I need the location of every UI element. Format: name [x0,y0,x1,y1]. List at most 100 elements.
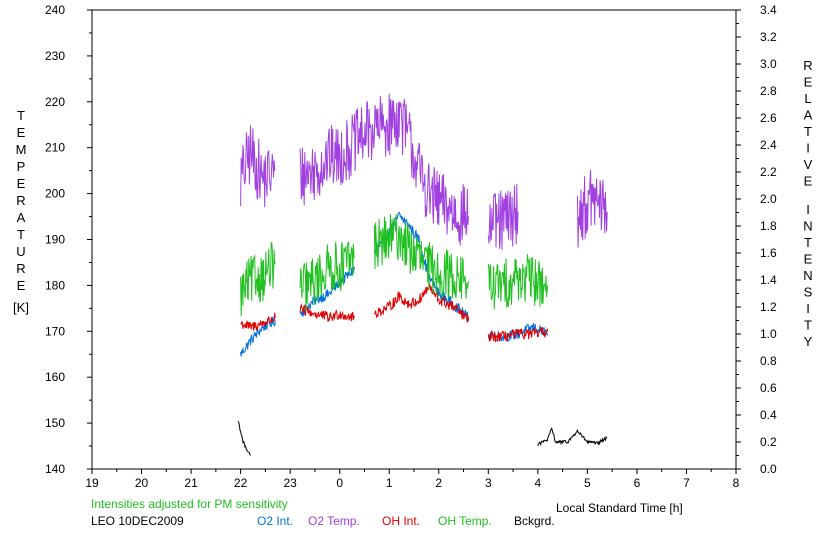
left-tick-label: 150 [45,416,65,430]
right-tick-label: 0.4 [760,408,777,422]
x-axis-title: Local Standard Time [h] [556,501,683,515]
right-axis-letter: N [803,219,812,234]
series-line-bckgrd- [237,421,251,456]
right-axis-letter: V [804,157,813,172]
right-tick-label: 3.0 [760,57,777,71]
legend-entry: O2 Temp. [308,514,360,528]
right-tick-label: 0.2 [760,435,777,449]
series-line-oh-int- [487,327,549,343]
x-tick-label: 21 [184,476,198,490]
x-tick-label: 19 [85,476,99,490]
series-line-oh-temp- [487,254,549,310]
right-tick-label: 1.8 [760,219,777,233]
series-line-o2-temp- [299,93,469,246]
right-axis-letter: E [804,75,813,90]
series-line-bckgrd- [537,427,608,447]
right-tick-label: 1.0 [760,327,777,341]
x-tick-label: 20 [135,476,149,490]
right-tick-label: 1.4 [760,273,777,287]
left-tick-label: 210 [45,141,65,155]
x-tick-label: 7 [683,476,690,490]
left-axis-unit: [K] [13,300,29,315]
x-tick-label: 22 [234,476,248,490]
right-axis-letter: N [803,268,812,283]
series-line-oh-int- [240,312,276,331]
sensitivity-note: Intensities adjusted for PM sensitivity [91,497,288,511]
right-tick-label: 0.0 [760,462,777,476]
right-tick-label: 2.4 [760,138,777,152]
series-layer [237,93,608,456]
right-axis-letter: R [803,58,812,73]
right-tick-label: 0.8 [760,354,777,368]
right-axis-letter: E [804,252,813,267]
text-layer: 2402302202102001901801701601501403.43.23… [13,3,813,528]
x-tick-label: 8 [733,476,740,490]
right-tick-label: 3.4 [760,3,777,17]
series-line-o2-temp- [487,183,519,250]
x-tick-label: 6 [634,476,641,490]
series-line-o2-temp- [240,125,276,208]
left-tick-label: 230 [45,49,65,63]
legend-entry: Bckgrd. [514,514,555,528]
left-tick-label: 240 [45,3,65,17]
left-axis-letter: A [17,210,26,225]
series-line-oh-int- [373,282,469,323]
right-tick-label: 3.2 [760,30,777,44]
x-tick-label: 23 [283,476,297,490]
right-tick-label: 1.6 [760,246,777,260]
right-tick-label: 2.8 [760,84,777,98]
right-axis-letter: T [804,235,812,250]
right-tick-label: 2.0 [760,192,777,206]
left-axis-letter: R [16,261,25,276]
left-axis-letter: U [16,244,25,259]
left-axis-letter: R [16,193,25,208]
x-tick-label: 2 [435,476,442,490]
right-axis-letter: Y [804,334,813,349]
series-line-oh-temp- [240,242,276,317]
left-tick-label: 170 [45,324,65,338]
left-tick-label: 160 [45,370,65,384]
right-tick-label: 2.2 [760,165,777,179]
left-axis-letter: E [17,278,26,293]
right-axis-letter: E [804,174,813,189]
x-tick-label: 4 [535,476,542,490]
right-axis-letter: I [806,202,810,217]
right-tick-label: 1.2 [760,300,777,314]
left-axis-letter: P [17,159,26,174]
right-tick-label: 2.6 [760,111,777,125]
x-tick-label: 1 [386,476,393,490]
left-tick-label: 220 [45,95,65,109]
right-axis-letter: S [804,285,813,300]
right-axis-letter: T [804,124,812,139]
left-axis-letter: T [17,108,25,123]
series-line-o2-int- [240,316,276,357]
right-axis-letter: I [806,141,810,156]
left-tick-label: 200 [45,187,65,201]
legend-entry: O2 Int. [257,514,293,528]
left-tick-label: 140 [45,462,65,476]
right-axis-letter: T [804,318,812,333]
left-tick-label: 190 [45,233,65,247]
series-line-o2-int- [300,266,356,318]
x-tick-label: 0 [336,476,343,490]
legend-entry: OH Int. [382,514,420,528]
left-axis-letter: E [17,176,26,191]
x-tick-label: 3 [485,476,492,490]
series-line-o2-temp- [577,169,608,248]
station-label: LEO 10DEC2009 [91,514,184,528]
series-line-oh-temp- [299,240,356,311]
left-axis-letter: M [16,142,27,157]
left-axis-letter: T [17,227,25,242]
series-line-oh-temp- [373,213,469,300]
axes-layer [87,9,741,474]
right-axis-letter: I [806,301,810,316]
right-axis-letter: L [804,91,811,106]
right-axis-letter: A [804,108,813,123]
right-tick-label: 0.6 [760,381,777,395]
left-tick-label: 180 [45,278,65,292]
x-tick-label: 5 [584,476,591,490]
series-line-oh-int- [299,303,356,322]
legend-entry: OH Temp. [438,514,492,528]
left-axis-letter: E [17,125,26,140]
